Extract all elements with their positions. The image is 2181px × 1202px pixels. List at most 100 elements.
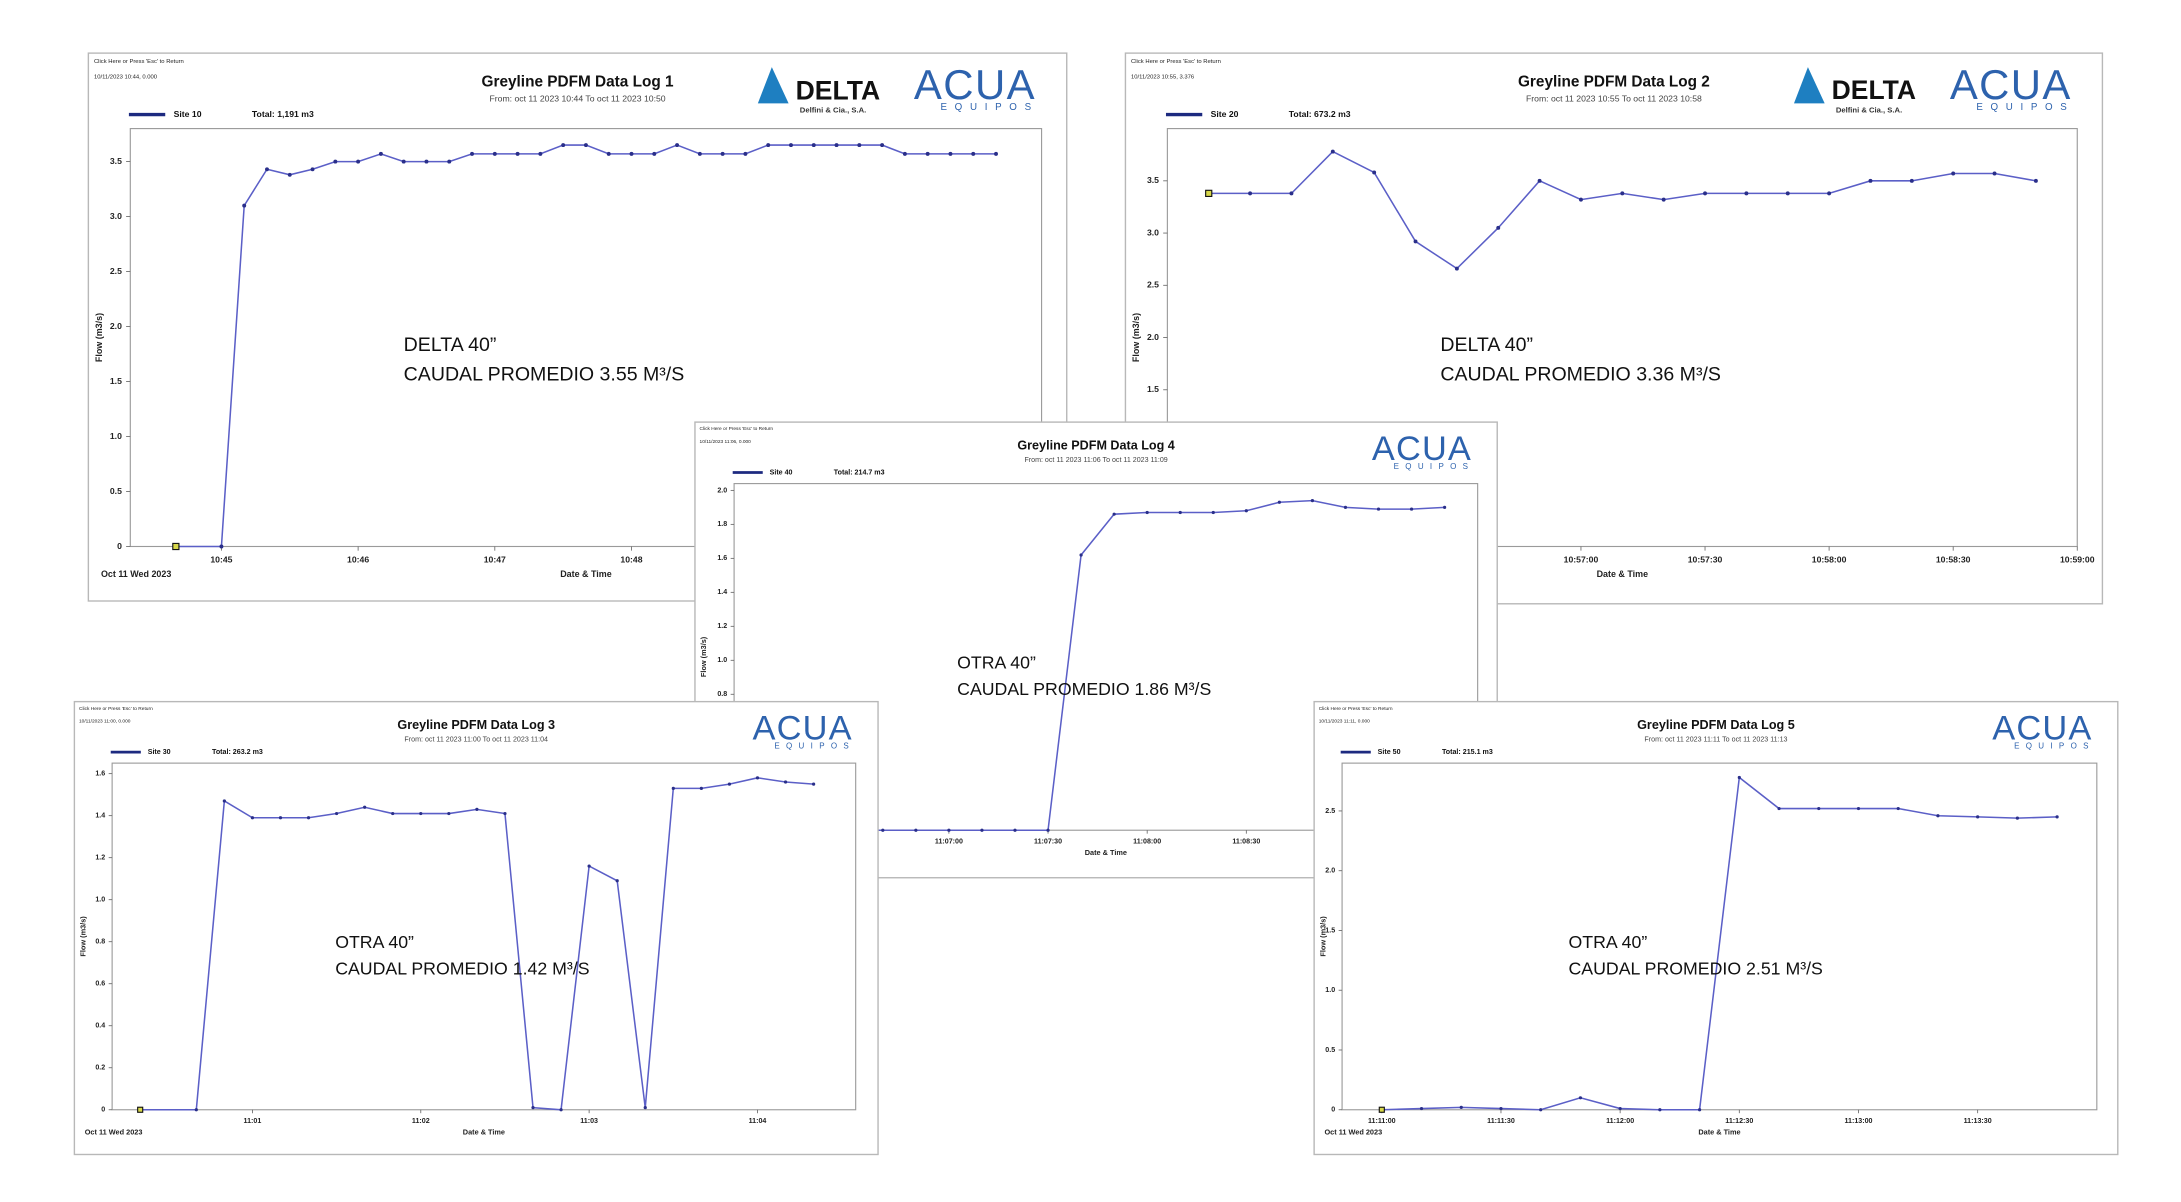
data-point bbox=[880, 143, 885, 148]
delta-logo-mark bbox=[1793, 67, 1825, 104]
data-point bbox=[675, 143, 680, 148]
data-point bbox=[720, 151, 725, 156]
y-tick-label: 2.5 bbox=[110, 266, 122, 276]
data-point bbox=[1827, 191, 1832, 196]
data-point bbox=[242, 203, 247, 208]
date-label: Oct 11 Wed 2023 bbox=[101, 569, 171, 579]
data-point bbox=[250, 816, 255, 820]
data-point bbox=[1578, 1096, 1583, 1100]
data-point bbox=[1620, 191, 1625, 196]
acua-logo-sub: EQUIPOS bbox=[1976, 102, 2074, 113]
data-point bbox=[424, 159, 429, 164]
data-point bbox=[401, 159, 406, 164]
x-tick-label: 11:07:00 bbox=[935, 838, 963, 846]
annotation: CAUDAL PROMEDIO 1.42 M³/S bbox=[335, 959, 589, 979]
data-point bbox=[1658, 1108, 1662, 1112]
data-point bbox=[857, 143, 862, 148]
chart-subtitle: From: oct 11 2023 11:06 To oct 11 2023 1… bbox=[1024, 456, 1167, 464]
acua-logo-sub: EQUIPOS bbox=[940, 102, 1038, 113]
data-point bbox=[629, 151, 634, 156]
legend-label: Site 40 bbox=[770, 468, 793, 476]
y-tick-label: 2.0 bbox=[1147, 332, 1159, 342]
x-axis-title: Date & Time bbox=[560, 569, 612, 579]
data-point bbox=[1145, 510, 1149, 515]
return-hint: Click Here or Press 'Esc' to Return bbox=[1319, 706, 1393, 712]
legend-label: Site 10 bbox=[174, 109, 202, 119]
chart-title: Greyline PDFM Data Log 3 bbox=[397, 718, 555, 732]
data-point bbox=[947, 828, 951, 832]
legend-label: Site 30 bbox=[148, 748, 171, 756]
data-point bbox=[1277, 500, 1281, 504]
delta-logo: DELTA bbox=[1832, 75, 1916, 105]
acua-logo: ACUA bbox=[753, 709, 853, 747]
data-point bbox=[2055, 815, 2059, 819]
data-point bbox=[1936, 814, 1940, 818]
y-tick-label: 3.5 bbox=[110, 156, 122, 166]
data-point bbox=[1579, 197, 1583, 202]
data-point bbox=[2015, 816, 2019, 820]
y-tick-label: 2.5 bbox=[1325, 807, 1335, 815]
y-tick-label: 1.2 bbox=[95, 854, 105, 862]
data-point bbox=[475, 807, 479, 811]
x-tick-label: 10:47 bbox=[484, 555, 506, 565]
data-point bbox=[994, 151, 998, 156]
y-tick-label: 1.5 bbox=[1147, 384, 1159, 394]
data-point bbox=[1378, 1106, 1385, 1113]
x-tick-label: 11:12:30 bbox=[1725, 1117, 1753, 1125]
data-point bbox=[971, 151, 976, 156]
data-point bbox=[1992, 171, 1997, 176]
x-tick-label: 11:08:00 bbox=[1133, 838, 1161, 846]
data-point bbox=[697, 151, 702, 156]
data-point bbox=[1856, 806, 1861, 811]
chart-subtitle: From: oct 11 2023 10:55 To oct 11 2023 1… bbox=[1526, 93, 1702, 103]
data-point bbox=[811, 143, 816, 148]
chart-panel: Click Here or Press 'Esc' to Return 10/11… bbox=[87, 52, 1068, 602]
data-point bbox=[1112, 512, 1116, 516]
data-point bbox=[378, 151, 383, 156]
annotation: DELTA 40” bbox=[404, 334, 497, 356]
x-tick-label: 11:08:30 bbox=[1232, 838, 1260, 846]
timestamp: 10/11/2023 11:11, 0.000 bbox=[1319, 718, 1370, 724]
chart-subtitle: From: oct 11 2023 11:11 To oct 11 2023 1… bbox=[1644, 735, 1787, 743]
data-point bbox=[811, 782, 816, 786]
data-point bbox=[727, 782, 732, 786]
acua-logo: ACUA bbox=[914, 61, 1036, 108]
data-point bbox=[881, 828, 885, 832]
acua-logo: ACUA bbox=[1372, 430, 1472, 468]
x-tick-label: 10:58:30 bbox=[1936, 555, 1971, 565]
x-tick-label: 11:07:30 bbox=[1034, 838, 1062, 846]
y-tick-label: 0.6 bbox=[95, 980, 105, 988]
chart-panel: Click Here or Press 'Esc' to Return 10/11… bbox=[1124, 52, 2104, 605]
data-point bbox=[1777, 806, 1781, 811]
y-tick-label: 2.0 bbox=[717, 486, 727, 494]
y-tick-label: 0.8 bbox=[95, 938, 105, 946]
data-point bbox=[492, 151, 497, 156]
y-tick-label: 1.5 bbox=[1325, 926, 1335, 934]
y-tick-label: 1.6 bbox=[717, 554, 727, 562]
y-tick-label: 0 bbox=[1331, 1106, 1335, 1114]
data-point bbox=[766, 143, 771, 148]
y-tick-label: 0.8 bbox=[717, 690, 727, 698]
data-point bbox=[606, 151, 611, 156]
annotation: CAUDAL PROMEDIO 2.51 M³/S bbox=[1569, 959, 1823, 979]
data-point bbox=[1737, 775, 1741, 780]
data-point bbox=[447, 811, 451, 816]
data-point bbox=[1744, 191, 1749, 196]
data-point bbox=[531, 1106, 535, 1110]
data-point bbox=[515, 151, 520, 156]
y-tick-label: 0.4 bbox=[95, 1022, 105, 1030]
annotation: DELTA 40” bbox=[1440, 334, 1533, 356]
data-point bbox=[1951, 171, 1956, 176]
data-line bbox=[175, 144, 997, 548]
data-point bbox=[583, 143, 588, 148]
data-point bbox=[902, 151, 907, 156]
x-axis-title: Date & Time bbox=[463, 1128, 505, 1137]
data-point bbox=[1868, 178, 1873, 183]
data-point bbox=[1496, 225, 1501, 230]
data-point bbox=[538, 151, 543, 156]
y-tick-label: 1.8 bbox=[717, 520, 727, 528]
data-line bbox=[140, 777, 814, 1111]
return-hint: Click Here or Press 'Esc' to Return bbox=[1131, 59, 1221, 65]
data-point bbox=[1785, 191, 1790, 196]
